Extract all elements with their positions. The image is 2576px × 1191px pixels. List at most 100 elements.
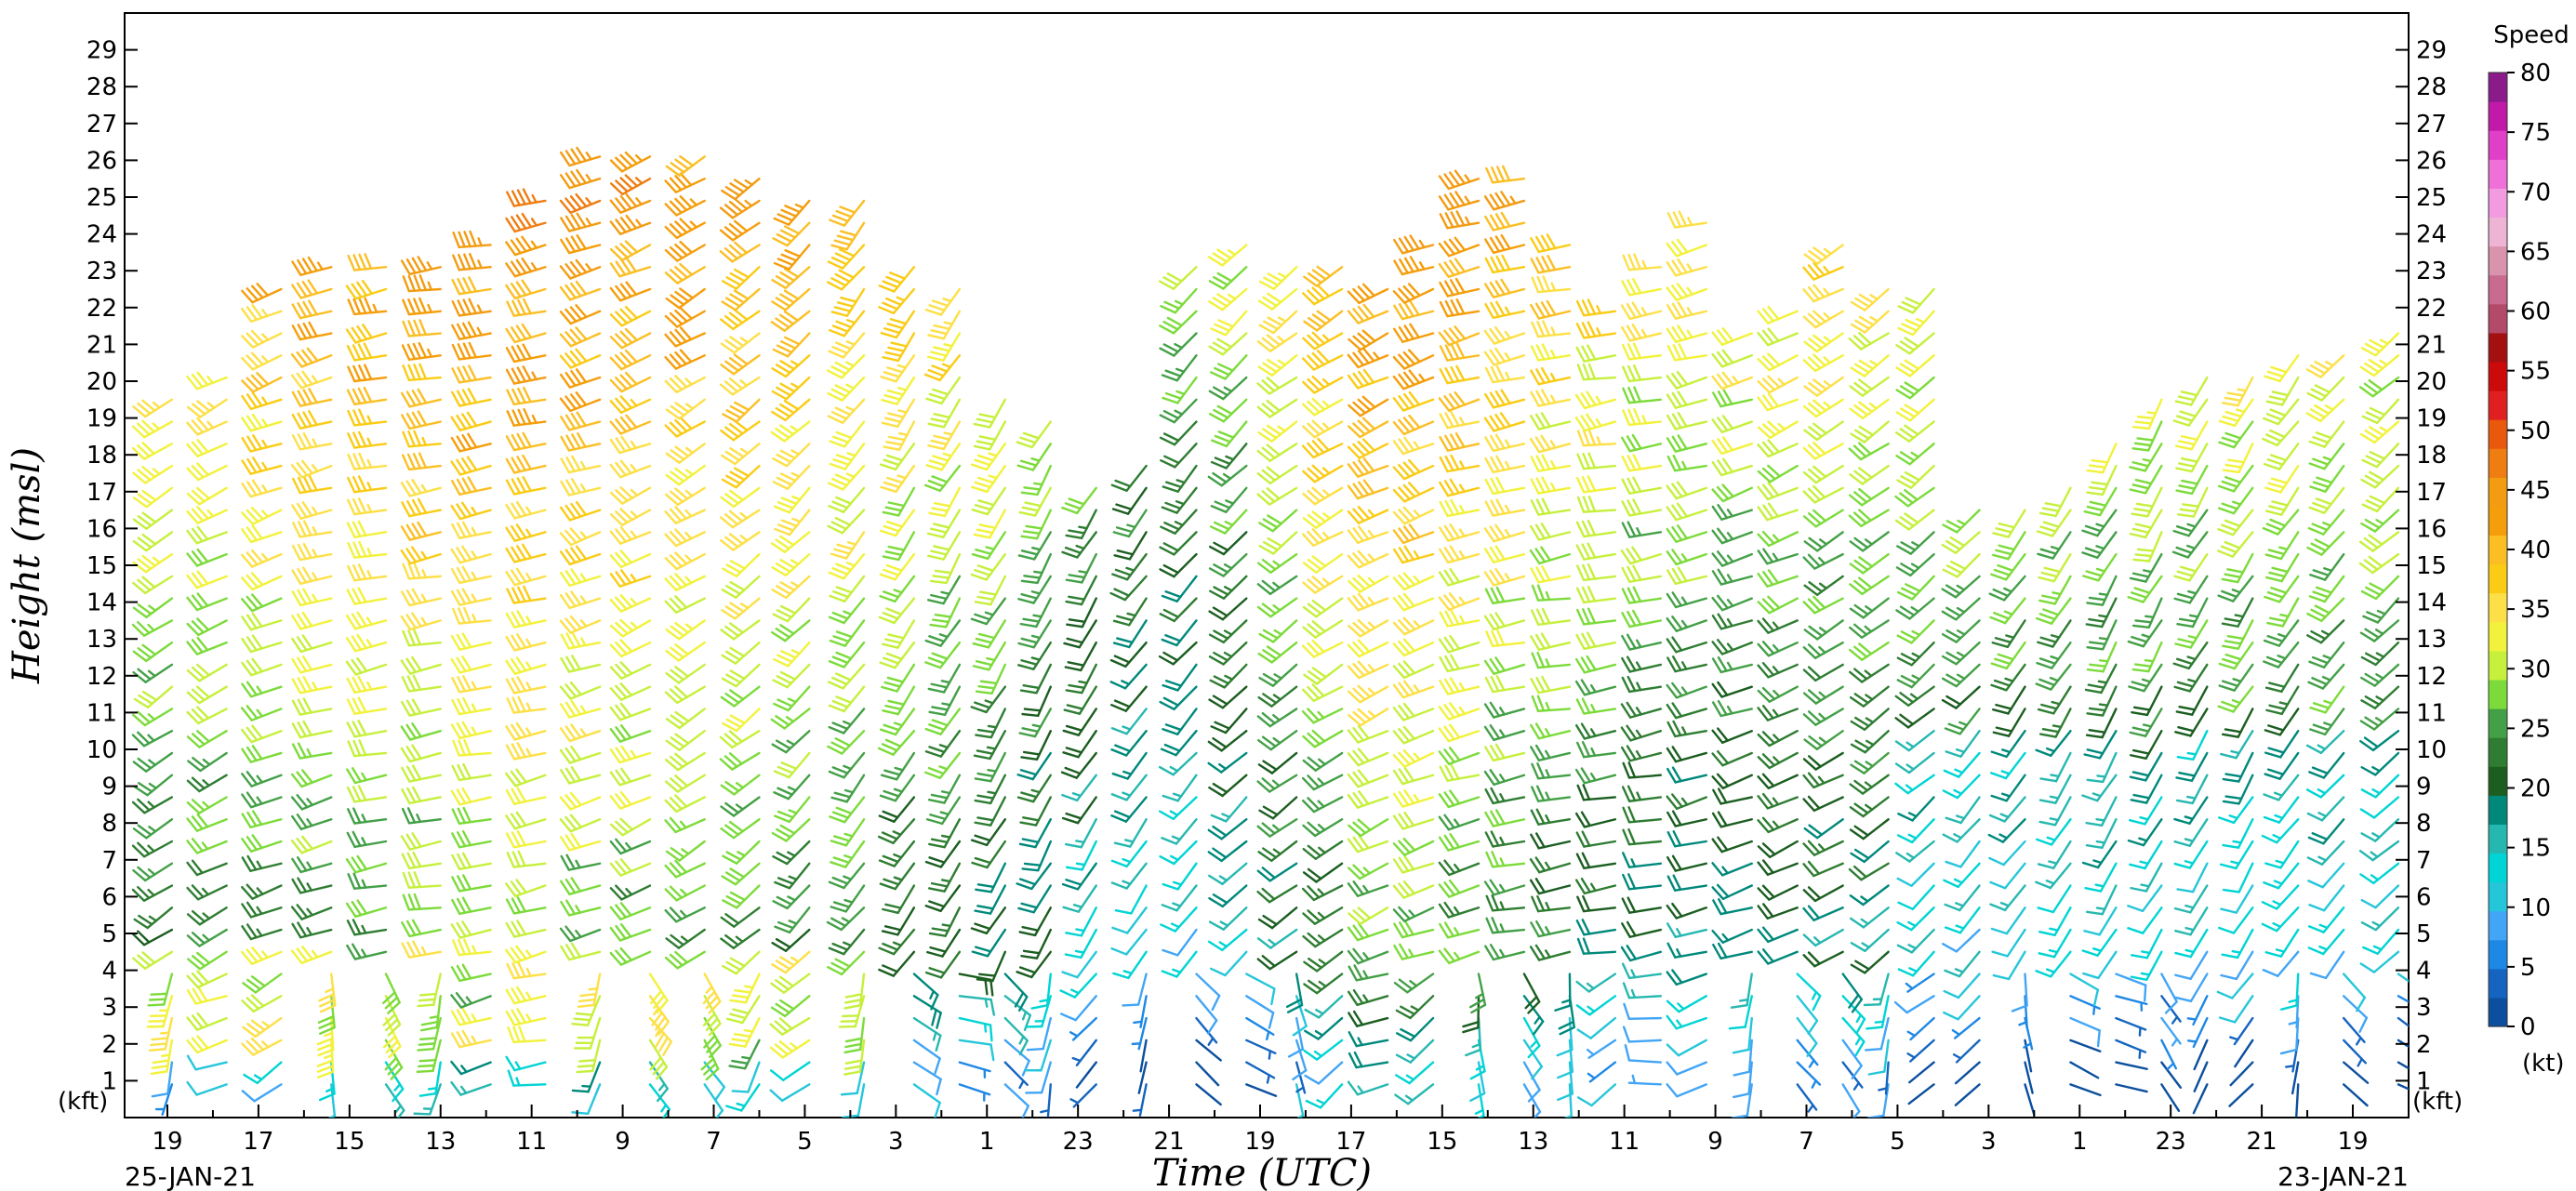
barb-feather <box>250 285 264 299</box>
barb-feather <box>927 599 945 605</box>
barb-feather <box>385 1039 399 1053</box>
barb-feather <box>1403 301 1414 318</box>
wind-barb <box>241 391 283 411</box>
barb-feather <box>1016 774 1034 781</box>
barb-feather <box>1213 541 1229 552</box>
barb-feather <box>1110 947 1128 956</box>
barb-feather <box>301 655 313 671</box>
barb-feather <box>779 624 795 635</box>
barb-feather <box>511 677 522 694</box>
barb-half-feather <box>625 841 632 851</box>
barb-feather <box>457 676 467 693</box>
barb-feather <box>461 413 472 429</box>
wind-barb <box>1305 1083 1344 1109</box>
wind-barb <box>154 1083 174 1116</box>
wind-barb <box>1256 398 1298 418</box>
barb-feather <box>674 220 688 234</box>
wind-barb <box>1062 708 1097 736</box>
barb-half-feather <box>306 798 314 807</box>
wind-barb <box>721 266 761 290</box>
wind-barb <box>975 708 1007 739</box>
wind-barb <box>241 634 283 654</box>
barb-feather <box>1261 955 1276 968</box>
barb-feather <box>882 907 899 915</box>
barb-feather <box>364 297 373 314</box>
barb-feather <box>1403 789 1415 805</box>
wind-barb <box>1348 329 1389 351</box>
barb-feather <box>619 283 632 298</box>
wind-barb <box>927 398 962 429</box>
wind-barb <box>1158 641 1198 666</box>
wind-barb <box>1060 995 1097 1022</box>
wind-barb <box>186 813 228 832</box>
wind-barb <box>131 840 174 858</box>
barb-feather <box>729 182 745 193</box>
barb-feather <box>515 237 527 253</box>
barb-feather <box>1115 503 1133 510</box>
barb-feather <box>619 308 633 322</box>
wind-barb <box>1347 479 1389 500</box>
wind-barb <box>505 768 547 787</box>
barb-feather <box>291 260 302 276</box>
barb-feather <box>1213 629 1229 640</box>
barb-feather <box>241 999 255 1013</box>
wind-barb <box>829 199 866 227</box>
barb-feather <box>296 372 308 388</box>
barb-feather <box>831 214 849 223</box>
barb-half-feather <box>1321 400 1331 408</box>
barb-feather <box>772 481 790 490</box>
barb-feather <box>670 668 684 682</box>
barb-feather <box>301 634 313 650</box>
wind-barb <box>345 279 388 300</box>
barb-half-feather <box>1318 959 1327 966</box>
barb-feather <box>511 987 522 1004</box>
barb-feather <box>615 641 628 655</box>
wind-barb <box>728 1016 761 1048</box>
wind-barb <box>878 840 916 867</box>
barb-feather <box>1258 632 1275 643</box>
barb-feather <box>883 458 900 467</box>
barb-feather <box>450 460 462 476</box>
barb-feather <box>1357 305 1370 321</box>
barb-feather <box>461 521 472 537</box>
wind-barb <box>291 566 333 586</box>
barb-feather <box>461 830 472 847</box>
barb-feather <box>615 197 628 212</box>
barb-feather <box>250 975 266 987</box>
barb-half-feather <box>1272 581 1281 589</box>
barb-feather <box>296 837 309 853</box>
wind-barb <box>1060 751 1097 779</box>
barb-feather <box>705 1067 720 1081</box>
wind-barb <box>1303 950 1344 973</box>
barb-feather <box>620 767 632 783</box>
wind-barb <box>1017 531 1052 561</box>
barb-feather <box>780 496 798 506</box>
barb-feather <box>1017 598 1035 604</box>
barb-feather <box>778 424 795 436</box>
barb-feather <box>971 552 989 560</box>
wind-barb <box>131 796 174 814</box>
wind-barb <box>291 501 333 520</box>
barb-feather <box>1257 299 1274 311</box>
barb-feather <box>510 880 523 896</box>
barb-feather <box>1110 814 1128 823</box>
wind-barb <box>1392 702 1435 721</box>
barb-feather <box>510 260 522 276</box>
barb-feather <box>880 485 897 494</box>
wind-barb <box>243 1061 283 1085</box>
barb-feather <box>1206 1019 1218 1035</box>
barb-feather <box>296 794 309 809</box>
barb-feather <box>1409 300 1420 316</box>
wind-barb <box>1071 1039 1097 1066</box>
barb-half-feather <box>653 1007 660 1016</box>
barb-half-feather <box>843 610 853 615</box>
wind-barb <box>843 1039 866 1076</box>
barb-half-feather <box>1367 576 1376 585</box>
wind-barb <box>401 341 442 361</box>
barb-feather <box>772 348 790 358</box>
barb-feather <box>977 499 995 507</box>
barb-feather <box>357 587 367 603</box>
barb-feather <box>191 838 204 853</box>
barb-feather <box>196 730 210 743</box>
barb-feather <box>319 999 336 1008</box>
